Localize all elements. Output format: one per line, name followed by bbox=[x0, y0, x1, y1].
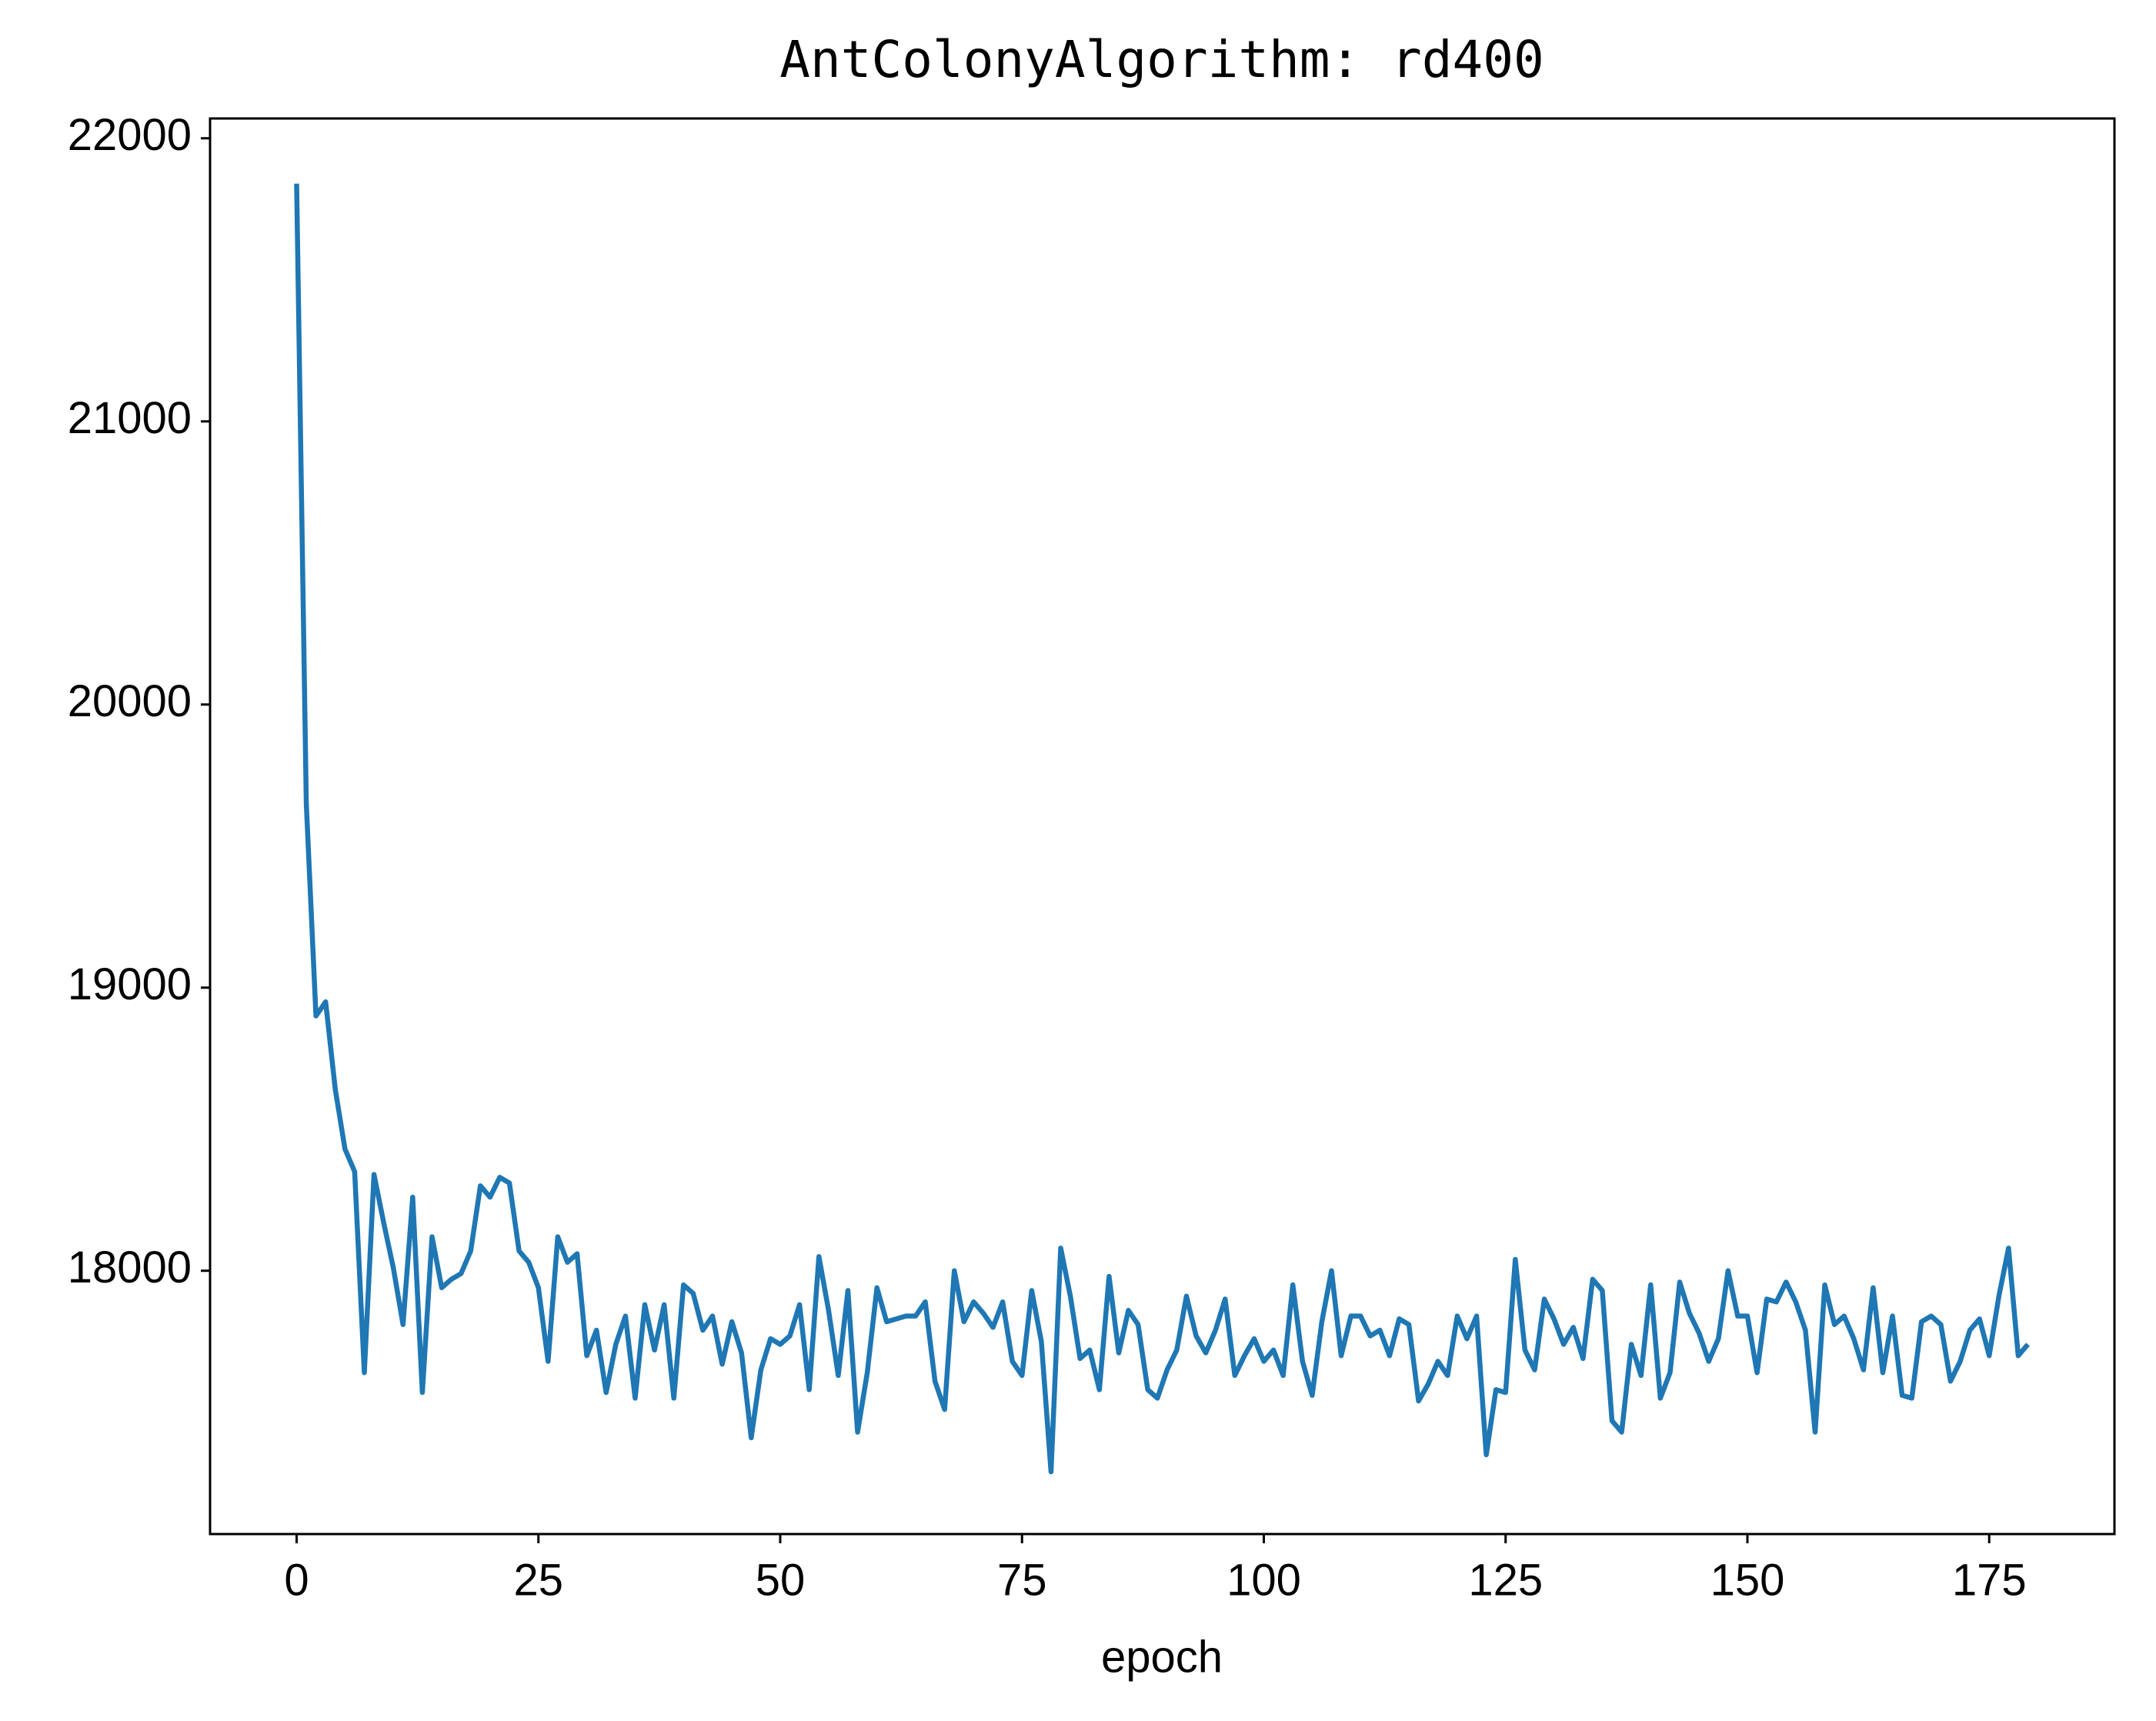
y-tick-label: 19000 bbox=[68, 959, 192, 1009]
x-axis-label: epoch bbox=[1101, 1632, 1223, 1682]
x-tick-label: 0 bbox=[284, 1555, 309, 1605]
x-tick-label: 125 bbox=[1468, 1555, 1543, 1605]
x-tick-label: 100 bbox=[1227, 1555, 1301, 1605]
x-tick-label: 75 bbox=[997, 1555, 1047, 1605]
y-tick-label: 18000 bbox=[68, 1242, 192, 1292]
y-tick-label: 20000 bbox=[68, 676, 192, 726]
line-series bbox=[294, 183, 2030, 1475]
x-tick-label: 25 bbox=[513, 1555, 563, 1605]
plot-frame bbox=[209, 117, 2116, 1536]
x-tick-label: 50 bbox=[756, 1555, 806, 1605]
x-tick-label: 175 bbox=[1952, 1555, 2027, 1605]
y-tick-label: 21000 bbox=[68, 393, 192, 443]
y-tick-label: 22000 bbox=[68, 110, 192, 160]
x-tick-label: 150 bbox=[1710, 1555, 1785, 1605]
chart-title: AntColonyAlgorithm: rd400 bbox=[779, 30, 1544, 89]
